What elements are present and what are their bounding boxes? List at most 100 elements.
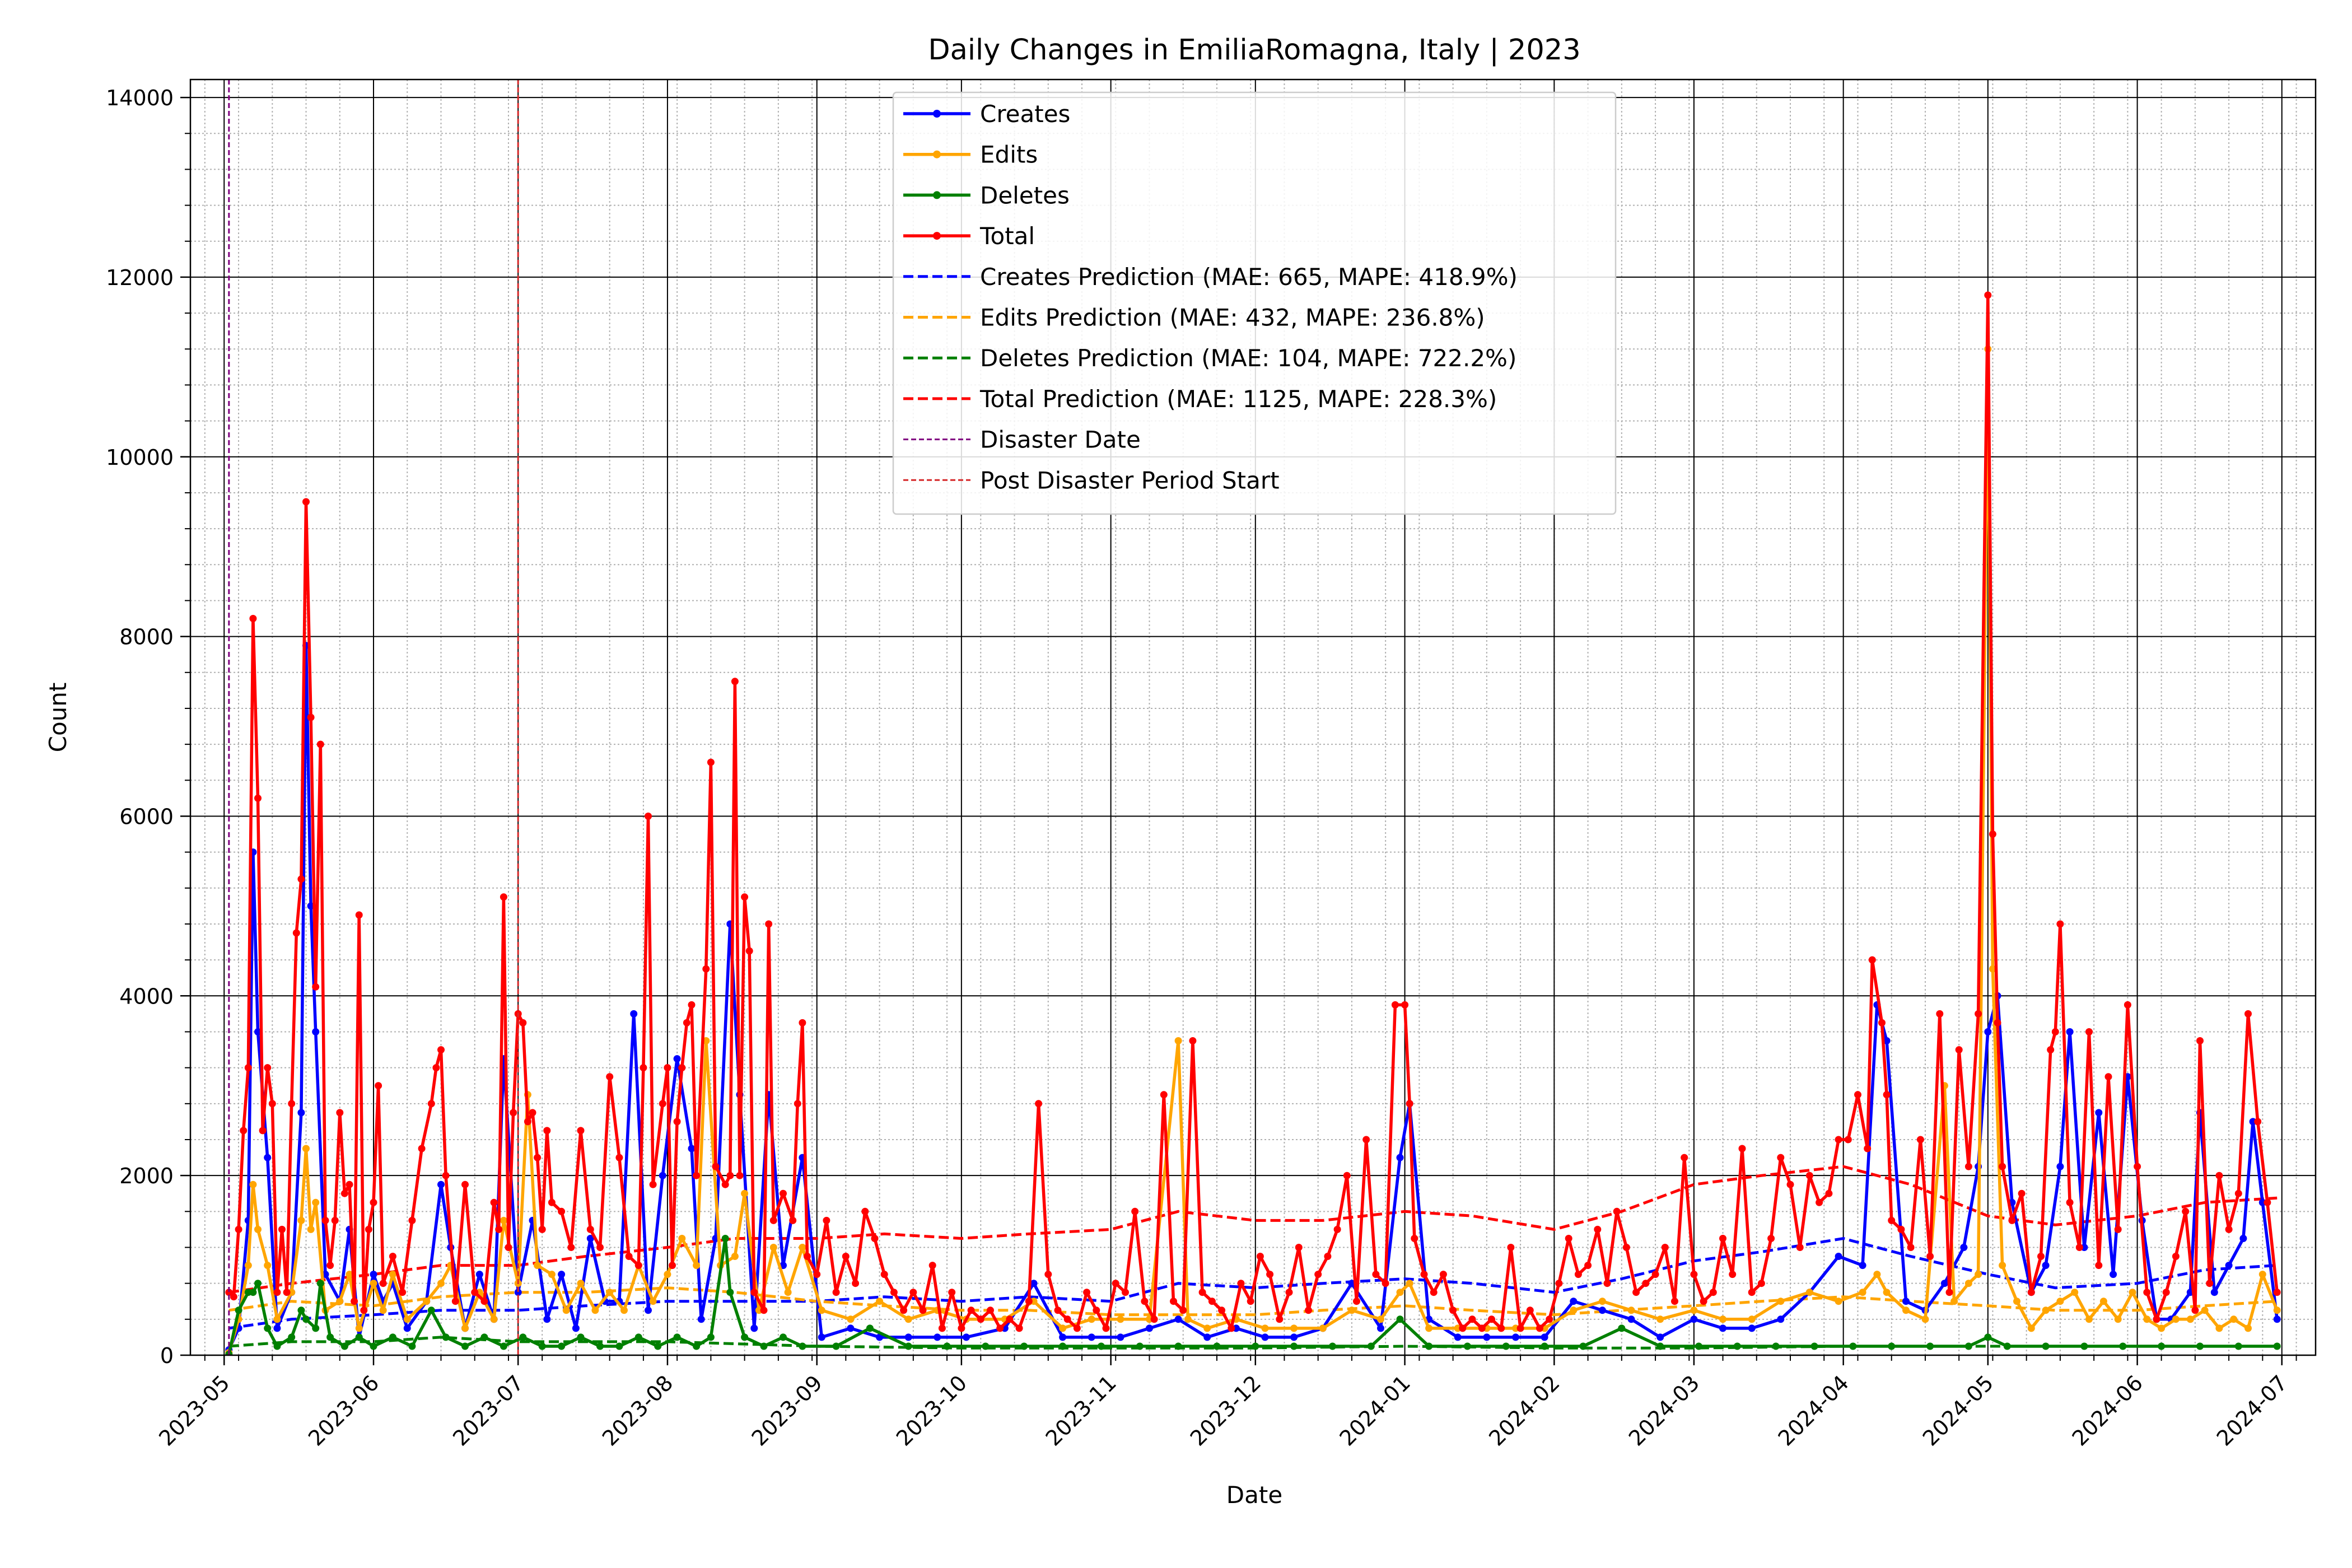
total-point [235,1225,242,1233]
y-tick-label: 2000 [119,1164,174,1188]
creates-point [630,1010,638,1018]
edits-point [606,1289,614,1296]
legend-label: Total Prediction (MAE: 1125, MAPE: 228.3… [979,385,1497,413]
total-point [264,1064,272,1072]
deletes-point [596,1342,604,1350]
deletes-point [1290,1342,1298,1350]
total-point [2206,1280,2214,1287]
total-point [1709,1289,1717,1296]
total-point [909,1289,917,1296]
creates-point [297,1109,305,1117]
deletes-point [1020,1342,1028,1350]
total-point [1825,1189,1833,1197]
total-point [1198,1289,1206,1296]
total-point [1035,1100,1043,1108]
total-point [1516,1324,1524,1332]
deletes-point [2003,1342,2011,1350]
total-point [996,1324,1004,1332]
edits-point [490,1315,498,1323]
total-point [900,1306,908,1314]
total-point [1150,1315,1158,1323]
edits-point [297,1216,305,1224]
edits-point [693,1262,701,1270]
total-point [1478,1324,1486,1332]
total-point [240,1127,248,1135]
legend-label: Disaster Date [980,426,1141,454]
creates-point [1146,1324,1153,1332]
total-point [634,1262,642,1270]
series-group [225,291,2281,1355]
edits-point [1348,1306,1356,1314]
creates-point [1598,1306,1606,1314]
creates-point [1627,1315,1635,1323]
creates-point [312,1028,320,1035]
creates-point [1290,1333,1298,1341]
deletes-point [254,1280,262,1287]
edits-point [461,1324,469,1332]
edits-point [1805,1289,1813,1296]
total-point [683,1019,690,1026]
deletes-point [1396,1315,1404,1323]
total-point [302,498,310,506]
total-point [529,1109,536,1117]
edits-point [2143,1315,2151,1323]
total-point [1651,1271,1659,1278]
total-point [1285,1289,1293,1296]
deletes-point [427,1306,435,1314]
total-point [664,1064,671,1072]
edits-prediction-line [228,1286,2278,1317]
total-point [1994,1019,2001,1026]
total-point [292,929,300,937]
edits-point [2013,1298,2020,1305]
total-point [273,1289,281,1296]
edits-point [423,1298,431,1305]
total-point [1907,1244,1915,1251]
deletes-point [355,1333,363,1341]
edits-point [1059,1324,1067,1332]
deletes-point [480,1333,488,1341]
total-point [346,1180,353,1188]
edits-point [1964,1280,1972,1287]
total-point [1411,1235,1418,1242]
creates-point [1203,1333,1211,1341]
total-point [321,1216,329,1224]
total-point [510,1109,517,1117]
total-point [2134,1163,2141,1170]
total-point [1777,1154,1785,1161]
creates-point [437,1180,445,1188]
deletes-point [1984,1333,1992,1341]
creates-point [1483,1333,1491,1341]
deletes-point [780,1333,787,1341]
total-point [948,1289,956,1296]
total-point [1170,1298,1177,1305]
legend-label: Creates [980,100,1070,128]
edits-point [1989,965,1996,973]
deletes-point [1097,1342,1105,1350]
edits-point [1377,1315,1384,1323]
y-tick-label: 14000 [106,86,174,110]
deletes-point [408,1342,416,1350]
edits-point [1975,1271,1982,1278]
total-point [1015,1324,1023,1332]
creates-point [2273,1315,2281,1323]
total-point [649,1180,657,1188]
deletes-point [2234,1342,2242,1350]
creates-point [659,1172,666,1179]
total-point [1975,1010,1982,1018]
total-point [707,758,715,766]
total-point [1362,1136,1370,1144]
deletes-point [326,1333,334,1341]
total-point [360,1306,368,1314]
creates-point [1454,1333,1462,1341]
deletes-point [1213,1342,1221,1350]
deletes-point [1733,1342,1741,1350]
total-point [1984,291,1992,299]
y-tick-label: 12000 [106,265,174,290]
creates-point [876,1333,884,1341]
total-point [1835,1136,1842,1144]
total-point [2037,1253,2045,1260]
deletes-point [943,1342,951,1350]
creates-point [1570,1298,1578,1305]
total-point [1955,1046,1963,1054]
total-point [1256,1253,1264,1260]
